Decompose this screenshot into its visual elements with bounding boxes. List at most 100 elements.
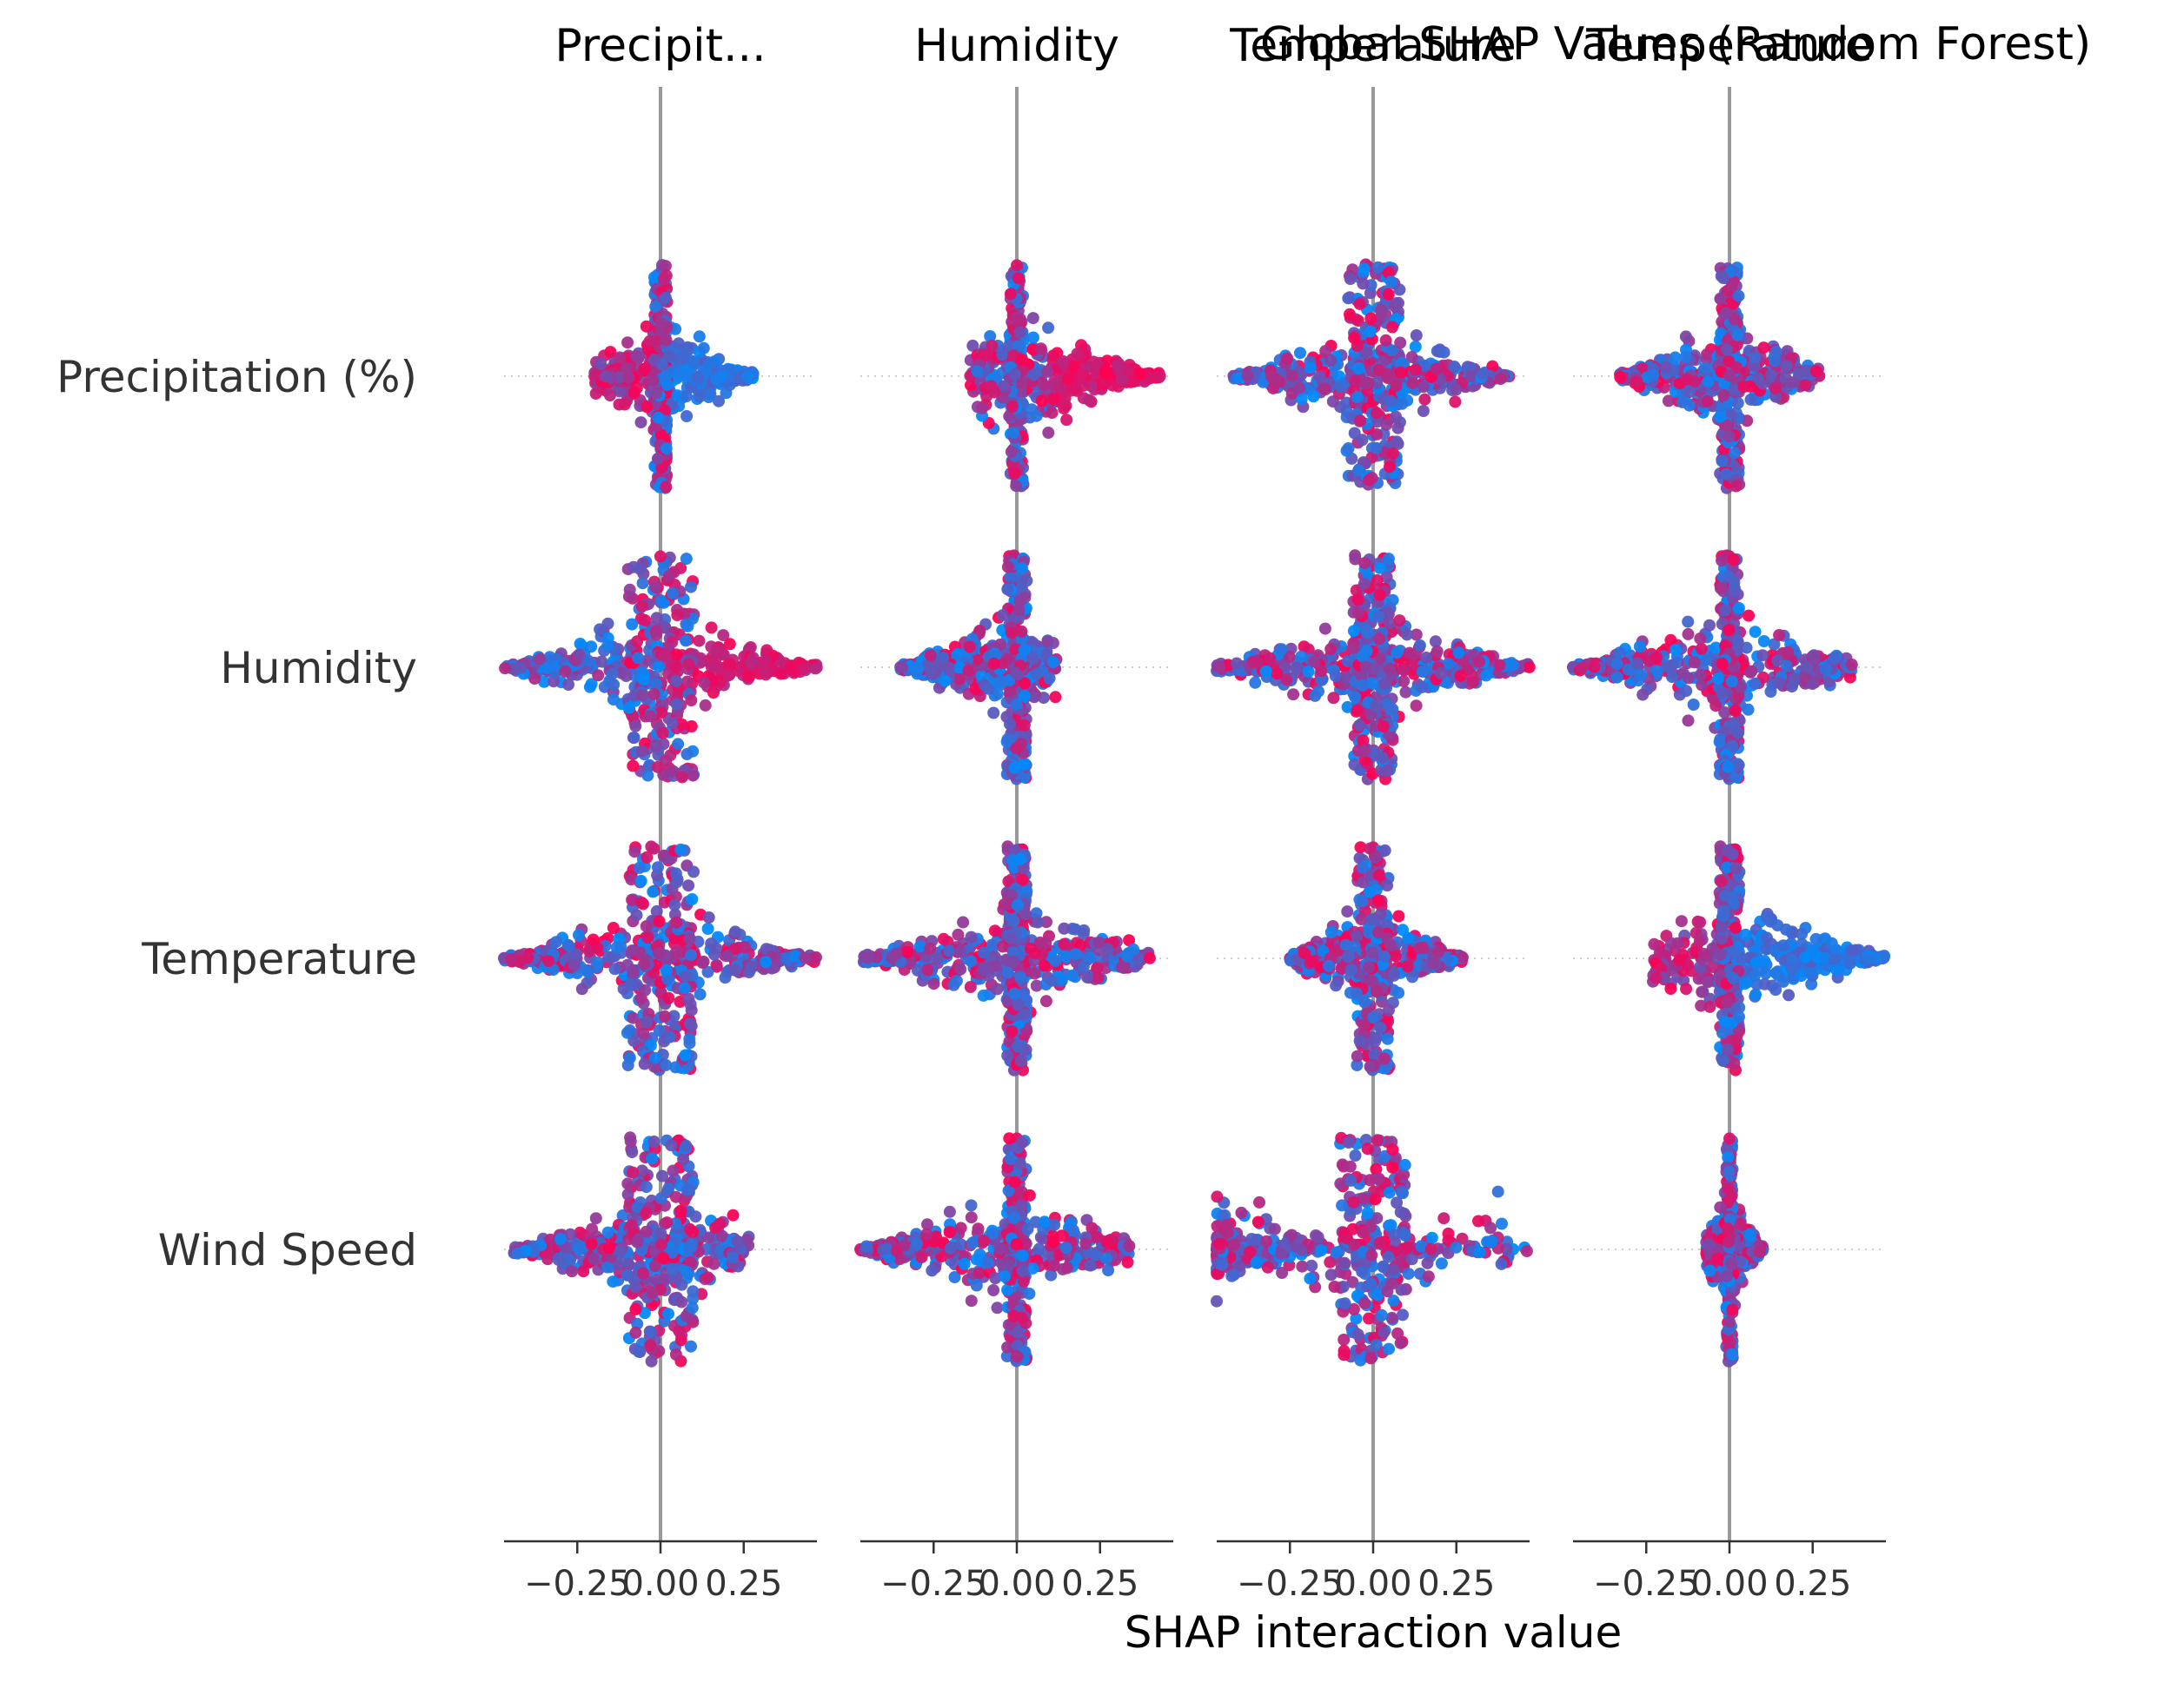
shap-point (774, 668, 787, 680)
shap-point (680, 1140, 692, 1152)
shap-point (601, 639, 614, 652)
shap-point (621, 1177, 634, 1189)
shap-point (582, 966, 594, 978)
shap-point (982, 1257, 994, 1269)
shap-point (650, 387, 662, 399)
shap-point (1116, 374, 1128, 386)
shap-point (971, 1280, 983, 1292)
shap-point (686, 893, 698, 905)
shap-point (1358, 262, 1371, 275)
shap-point (607, 667, 619, 679)
shap-point (625, 1136, 637, 1148)
shap-point (563, 940, 575, 952)
shap-point (1019, 592, 1031, 604)
shap-point (978, 947, 990, 959)
shap-point (1372, 262, 1384, 274)
shap-point (1397, 675, 1410, 687)
shap-point (607, 693, 620, 705)
shap-point (670, 1191, 682, 1203)
shap-point (1123, 1240, 1135, 1252)
shap-point (1039, 379, 1051, 391)
shap-point (685, 694, 697, 706)
shap-point (1002, 561, 1014, 573)
shap-point (1029, 968, 1041, 980)
shap-point (1387, 447, 1399, 460)
shap-point (939, 675, 952, 687)
shap-point (1242, 370, 1254, 382)
shap-point (1286, 370, 1298, 382)
shap-point (621, 670, 633, 682)
shap-point (1058, 950, 1070, 962)
shap-point (1287, 688, 1299, 700)
shap-point (952, 929, 964, 941)
shap-point (1352, 464, 1364, 476)
shap-point (1056, 1229, 1068, 1242)
shap-point (1307, 390, 1319, 402)
shap-point (698, 677, 710, 689)
shap-point (916, 1251, 928, 1263)
shap-point (1003, 1132, 1015, 1144)
shap-point (911, 1237, 923, 1249)
shap-point (760, 654, 772, 666)
shap-point (637, 1268, 649, 1280)
shap-point (1017, 1249, 1029, 1262)
shap-point (1016, 562, 1028, 574)
shap-point (626, 1219, 638, 1231)
shap-point (1042, 321, 1054, 334)
shap-point (587, 1253, 600, 1265)
shap-point (687, 1302, 699, 1314)
shap-point (631, 909, 643, 921)
shap-point (743, 966, 755, 978)
shap-point (687, 770, 699, 782)
shap-point (1058, 923, 1070, 935)
shap-point (1372, 364, 1384, 376)
shap-point (978, 964, 990, 976)
shap-point (932, 952, 944, 964)
shap-point (971, 1254, 983, 1266)
shap-point (550, 936, 562, 948)
shap-point (632, 652, 644, 664)
shap-point (1375, 304, 1387, 316)
shap-point (1362, 377, 1374, 389)
shap-point (1010, 480, 1022, 492)
shap-point (1011, 1350, 1023, 1362)
shap-point (660, 1059, 672, 1071)
shap-point (624, 1052, 636, 1064)
shap-point (924, 943, 936, 955)
shap-point (636, 745, 648, 757)
shap-point (641, 920, 653, 932)
shap-point (675, 1296, 687, 1308)
shap-point (1386, 321, 1398, 334)
shap-point (896, 662, 908, 674)
shap-point (966, 1211, 978, 1223)
shap-point (680, 634, 692, 646)
shap-point (659, 1010, 671, 1023)
shap-point (1062, 373, 1074, 385)
shap-point (1116, 961, 1128, 973)
shap-point (1035, 342, 1047, 354)
shap-point (1400, 686, 1412, 699)
shap-point (1024, 1189, 1036, 1202)
shap-point (663, 571, 675, 583)
shap-point (1012, 1041, 1024, 1053)
shap-point (1022, 1223, 1034, 1235)
shap-point (1352, 362, 1364, 374)
shap-point (1020, 574, 1032, 586)
shap-point (1091, 962, 1103, 974)
shap-point (945, 1242, 957, 1255)
shap-point (614, 351, 626, 363)
shap-point (574, 638, 587, 650)
shap-point (1058, 938, 1070, 950)
shap-point (638, 958, 650, 970)
shap-point (921, 964, 933, 976)
shap-point (1007, 427, 1019, 439)
shap-point (1059, 393, 1072, 405)
shap-point (1121, 950, 1133, 963)
shap-point (1342, 292, 1354, 304)
shap-point (1033, 1242, 1046, 1255)
shap-point (689, 1210, 701, 1222)
shap-point (692, 371, 704, 383)
shap-point (675, 1205, 687, 1217)
shap-point (1406, 377, 1418, 389)
